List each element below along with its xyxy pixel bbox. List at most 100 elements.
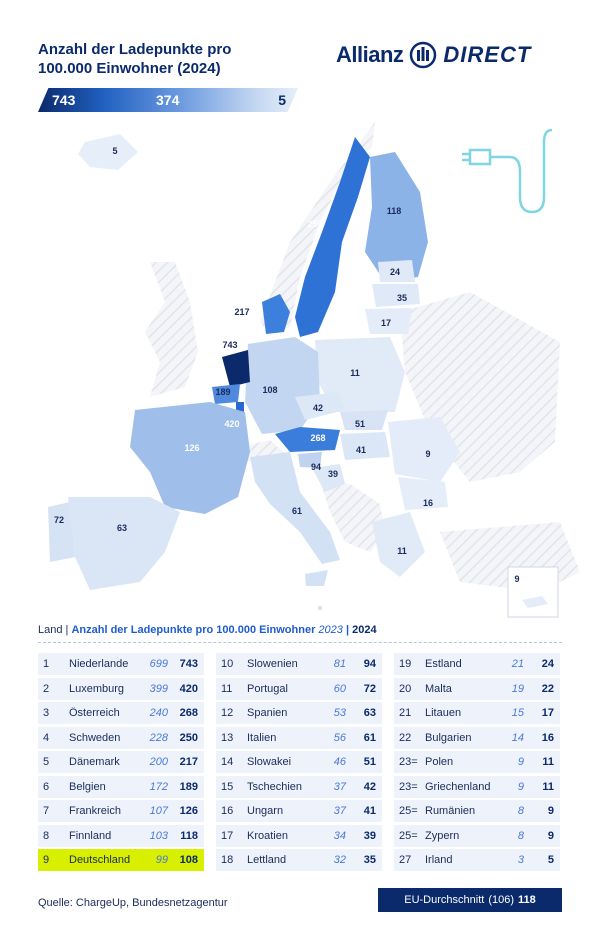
label-slovenia: 94 bbox=[311, 462, 321, 472]
table-row: 23= Griechenland 9 11 bbox=[394, 775, 560, 798]
table-row: 17 Kroatien 34 39 bbox=[216, 824, 382, 847]
rank: 21 bbox=[399, 707, 412, 719]
label-slovakia: 51 bbox=[355, 419, 365, 429]
value-2023: 53 bbox=[333, 707, 346, 719]
table-row: 4 Schweden 228 250 bbox=[38, 726, 204, 749]
non-eu-uk bbox=[145, 262, 198, 397]
logo-brand: Allianz bbox=[336, 42, 404, 67]
value-2024: 61 bbox=[363, 731, 376, 744]
region-sicily bbox=[305, 570, 328, 586]
value-2024: 16 bbox=[541, 731, 554, 744]
table-row: 5 Dänemark 200 217 bbox=[38, 751, 204, 773]
legend-mid: 374 bbox=[156, 92, 180, 108]
country-name: Niederlande bbox=[69, 658, 129, 670]
rank: 17 bbox=[221, 829, 234, 842]
label-bulgaria: 16 bbox=[423, 498, 433, 508]
label-belgium: 189 bbox=[215, 387, 230, 397]
europe-map-svg: 5 250 118 24 35 17 217 743 189 420 108 1… bbox=[48, 122, 580, 618]
country-name: Tschechien bbox=[247, 780, 303, 793]
label-italy: 61 bbox=[292, 506, 302, 516]
country-name: Spanien bbox=[247, 707, 288, 719]
country-name: Slowakei bbox=[247, 756, 292, 768]
region-cyprus bbox=[522, 596, 548, 608]
region-slovenia bbox=[298, 452, 322, 468]
rank: 20 bbox=[399, 682, 412, 695]
rank: 4 bbox=[43, 731, 50, 744]
region-greece bbox=[372, 512, 425, 577]
allianz-logo-icon bbox=[410, 41, 437, 69]
label-portugal: 72 bbox=[54, 515, 64, 525]
eu-average-badge: EU-Durchschnitt (106) 118 bbox=[378, 888, 562, 912]
country-name: Lettland bbox=[247, 854, 287, 866]
value-2023: 9 bbox=[517, 756, 524, 768]
region-netherlands bbox=[222, 350, 250, 387]
table-row: 6 Belgien 172 189 bbox=[38, 775, 204, 798]
region-malta bbox=[318, 606, 322, 610]
table-row: 25= Rumänien 8 9 bbox=[394, 800, 560, 822]
region-latvia bbox=[372, 284, 420, 307]
value-2024: 108 bbox=[179, 854, 198, 866]
country-name: Schweden bbox=[69, 731, 121, 744]
header-separator: | bbox=[345, 624, 350, 636]
label-cyprus: 9 bbox=[514, 574, 519, 584]
label-romania: 9 bbox=[425, 449, 430, 459]
value-2024: 250 bbox=[179, 731, 198, 744]
country-name: Estland bbox=[425, 658, 462, 670]
value-2023: 34 bbox=[333, 829, 346, 842]
label-finland: 118 bbox=[387, 206, 402, 216]
table-row: 3 Österreich 240 268 bbox=[38, 702, 204, 724]
label-sweden: 250 bbox=[307, 219, 322, 229]
country-name: Ungarn bbox=[247, 805, 284, 817]
value-2024: 94 bbox=[363, 658, 376, 670]
legend-min: 5 bbox=[278, 92, 286, 108]
table-row: 1 Niederlande 699 743 bbox=[38, 653, 204, 675]
source-note: Quelle: ChargeUp, Bundesnetzagentur bbox=[38, 897, 228, 909]
value-2023: 8 bbox=[517, 829, 524, 842]
value-2023: 99 bbox=[155, 854, 168, 866]
value-2023: 240 bbox=[149, 707, 168, 719]
table-row: 11 Portugal 60 72 bbox=[216, 677, 382, 700]
table-row: 8 Finnland 103 118 bbox=[38, 824, 204, 847]
value-2023: 172 bbox=[149, 780, 168, 793]
table-row-highlighted: 9 Deutschland 99 108 bbox=[38, 849, 204, 871]
ranking-column-1: 1 Niederlande 699 743 2 Luxemburg 399 420 3 Öst… bbox=[38, 653, 204, 874]
table-row: 18 Lettland 32 35 bbox=[216, 849, 382, 871]
value-2024: 35 bbox=[363, 854, 376, 866]
header-metric: Anzahl der Ladepunkte pro 100.000 Einwoh… bbox=[71, 624, 316, 636]
value-2023: 56 bbox=[333, 731, 346, 744]
country-name: Italien bbox=[247, 731, 277, 744]
value-2023: 103 bbox=[149, 829, 168, 842]
region-slovakia bbox=[340, 410, 388, 430]
country-name: Kroatien bbox=[247, 829, 288, 842]
country-name: Frankreich bbox=[69, 805, 121, 817]
table-row: 20 Malta 19 22 bbox=[394, 677, 560, 700]
page-title: Anzahl der Ladepunkte pro 100.000 Einwoh… bbox=[38, 40, 298, 78]
value-2023: 21 bbox=[511, 658, 524, 670]
value-2023: 46 bbox=[333, 756, 346, 768]
label-estonia: 24 bbox=[390, 267, 400, 277]
ranking-column-2: 10 Slowenien 81 94 11 Portugal 60 72 12 Spanien… bbox=[216, 653, 382, 874]
region-portugal bbox=[48, 502, 75, 562]
color-scale-legend: 743 374 5 bbox=[38, 88, 298, 112]
country-name: Belgien bbox=[69, 780, 106, 793]
region-finland bbox=[365, 152, 428, 282]
legend-max: 743 bbox=[52, 92, 76, 108]
value-2023: 15 bbox=[511, 707, 524, 719]
header-year-2023: 2023 bbox=[318, 624, 343, 636]
country-name: Rumänien bbox=[425, 805, 476, 817]
region-hungary bbox=[340, 432, 390, 460]
country-name: Polen bbox=[425, 756, 454, 768]
eu-average-label: EU-Durchschnitt bbox=[404, 894, 485, 906]
title-line-2: 100.000 Einwohner (2024) bbox=[38, 60, 221, 77]
region-island bbox=[78, 134, 138, 170]
header-year-2024: 2024 bbox=[352, 624, 377, 636]
value-2023: 14 bbox=[511, 731, 524, 744]
value-2024: 5 bbox=[547, 854, 554, 866]
rank: 14 bbox=[221, 756, 234, 768]
ev-plug-icon bbox=[462, 128, 553, 214]
table-row: 22 Bulgarien 14 16 bbox=[394, 726, 560, 749]
non-eu-norway bbox=[260, 122, 375, 334]
value-2024: 42 bbox=[363, 780, 376, 793]
region-denmark bbox=[262, 294, 290, 334]
table-row: 12 Spanien 53 63 bbox=[216, 702, 382, 724]
